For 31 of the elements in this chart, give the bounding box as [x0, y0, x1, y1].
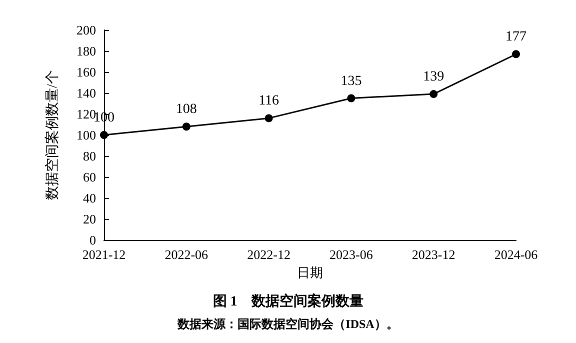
x-tick-label: 2022-06 — [164, 247, 209, 262]
y-tick-label: 160 — [76, 64, 96, 80]
data-label: 139 — [423, 70, 444, 85]
x-tick-label: 2022-12 — [247, 247, 290, 262]
point — [430, 90, 438, 98]
point — [264, 114, 273, 122]
y-tick-label: 100 — [76, 128, 96, 142]
y-tick-label: 120 — [76, 106, 96, 122]
data-label: 116 — [258, 94, 280, 109]
y-tick-label: 0 — [90, 232, 96, 248]
y-tick-label: 60 — [83, 170, 96, 184]
data-label: 177 — [506, 30, 526, 45]
x-tick-label: 2023-06 — [330, 247, 374, 262]
text: 图 1 数据空间案例数量 — [212, 292, 364, 310]
y-tick-label: 180 — [76, 44, 96, 58]
y-tick-label: 40 — [83, 190, 96, 206]
y-tick-label: 80 — [83, 148, 96, 164]
source-note: 数据来源：国际数据空间协会（IDSA）。 — [176, 317, 398, 331]
point — [512, 50, 520, 58]
x-tick-label: 2023-12 — [412, 247, 456, 262]
x-axis-title: 日期 — [297, 264, 323, 280]
data-label: 135 — [340, 74, 362, 89]
y-axis-title: 数据空间案例数量/个 — [44, 70, 60, 200]
point — [182, 122, 190, 131]
y-tick-label: 200 — [76, 22, 96, 38]
y-tick-label: 140 — [76, 86, 96, 100]
y-tick-label: 20 — [83, 212, 96, 226]
x-tick-label: 2024-06 — [494, 247, 538, 262]
x-tick-label: 2021-12 — [82, 247, 126, 262]
data-label: 108 — [176, 102, 197, 118]
point — [347, 94, 356, 102]
